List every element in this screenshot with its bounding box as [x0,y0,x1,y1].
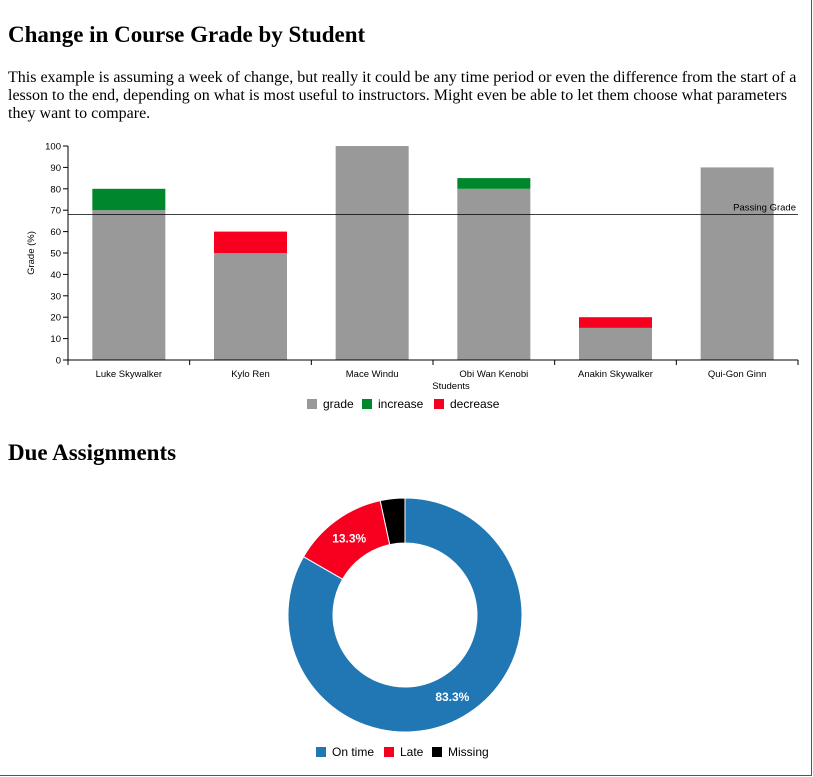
grade-section-title: Change in Course Grade by Student [8,22,366,47]
donut-slice-missing [379,497,406,546]
y-tick-label: 90 [50,163,61,174]
bar-decrease-anakin-skywalker [579,317,652,328]
legend-swatch-increase [362,399,372,409]
legend-swatch-grade [307,399,317,409]
x-tick-label: Qui-Gon Ginn [708,369,767,380]
passing-grade-label: Passing Grade [733,202,796,213]
bar-decrease-kylo-ren [214,231,287,253]
x-tick-label: Luke Skywalker [96,369,163,380]
due-assignments-donut-chart: 83.3% 13.3% On time Late Missing [287,497,523,759]
x-tick-label: Obi Wan Kenobi [459,369,528,380]
y-tick-label: 0 [56,356,61,367]
legend-swatch-missing [432,747,442,757]
bar-increase-luke-skywalker [92,188,166,211]
legend-label-on-time: On time [332,745,374,759]
bar-grade-luke-skywalker [92,210,166,360]
y-tick-label: 70 [50,206,61,217]
x-tick-label: Anakin Skywalker [578,369,653,380]
y-tick-label: 100 [45,142,61,153]
bar-grade-anakin-skywalker [579,327,652,360]
due-section-title: Due Assignments [8,440,177,465]
bar-grade-kylo-ren [214,253,287,360]
bar-chart-legend: grade increase decrease [307,397,500,411]
x-tick-label: Mace Windu [346,369,399,380]
bar-grade-obi-wan-kenobi [457,188,531,360]
x-tick-label: Kylo Ren [231,369,270,380]
x-axis-label: Students [432,381,470,392]
legend-label-late: Late [400,745,424,759]
legend-swatch-late [384,747,394,757]
donut-label-on-time: 83.3% [435,690,469,704]
grade-change-bar-chart: 0 10 20 30 40 50 60 70 80 90 100 Grade (%) Luke Skyw… [26,142,799,411]
bar-grade-mace-windu [335,146,409,360]
y-tick-label: 60 [50,227,61,238]
y-tick-label: 50 [50,249,61,260]
legend-label-decrease: decrease [450,397,500,411]
legend-label-grade: grade [323,397,354,411]
bar-grade-qui-gon-ginn [700,167,774,360]
y-tick-label: 30 [50,291,61,302]
y-tick-label: 40 [50,270,61,281]
y-tick-label: 20 [50,313,61,324]
donut-legend: On time Late Missing [316,745,489,759]
y-tick-label: 10 [50,334,61,345]
legend-label-increase: increase [378,397,424,411]
legend-swatch-decrease [434,399,444,409]
donut-label-late: 13.3% [332,532,366,546]
y-tick-label: 80 [50,184,61,195]
bar-increase-obi-wan-kenobi [457,178,531,189]
legend-swatch-on-time [316,747,326,757]
legend-label-missing: Missing [448,745,489,759]
y-axis-label: Grade (%) [26,231,37,275]
grade-section-description: This example is assuming a week of chang… [8,69,797,122]
donut-slice-on-time [287,497,523,733]
